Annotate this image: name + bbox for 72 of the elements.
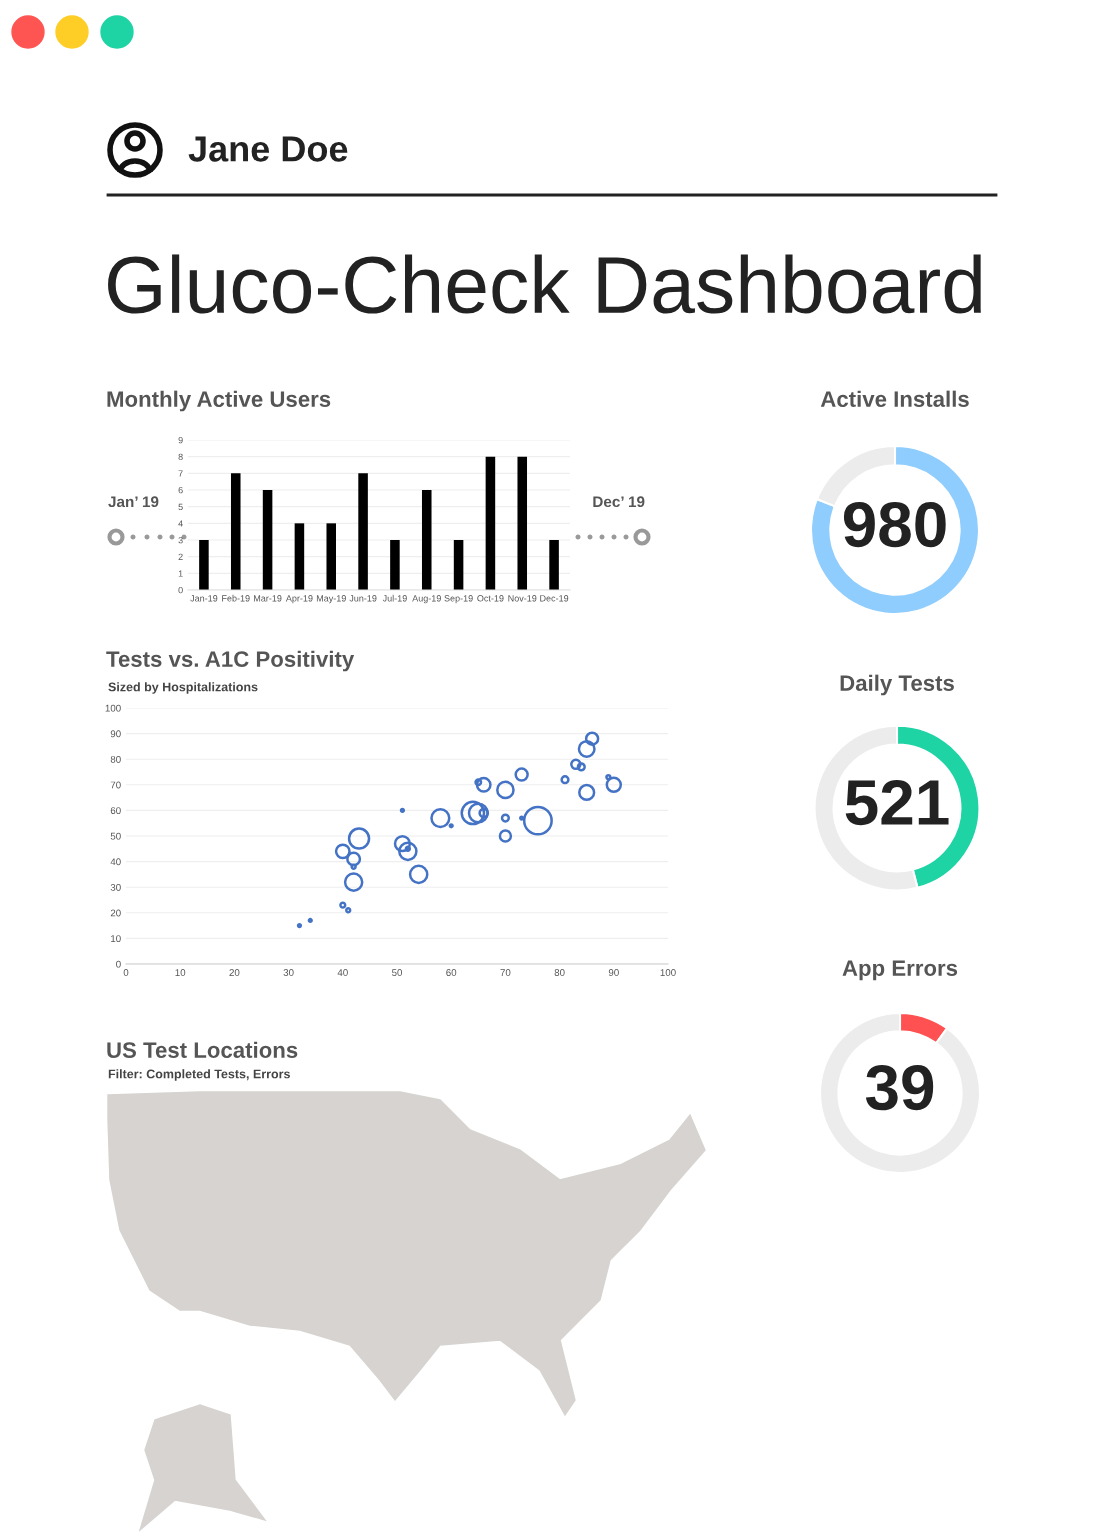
chart-title: Daily Tests [840,674,954,696]
y-tick-label: 0 [178,586,183,594]
x-tick-label: 20 [229,969,240,976]
x-tick-label: 30 [283,969,294,976]
y-tick-label: 70 [110,781,121,789]
donut-slice [809,444,981,616]
y-tick-label: 10 [111,935,121,943]
x-tick-label: Jan-19 [190,595,218,602]
chart-title: Tests vs. A1C Positivity [106,650,355,672]
y-tick-label: 20 [110,909,121,917]
y-tick-label: 100 [105,704,121,712]
y-tick-label: 6 [178,486,183,494]
y-tick-label: 1 [178,570,183,577]
text: Jane Doe [188,136,348,162]
x-tick-label: 50 [391,969,403,976]
x-tick-label: Nov-19 [508,595,537,602]
y-tick-label: 40 [110,858,121,866]
y-tick-label: 4 [178,520,183,527]
bar [358,473,368,590]
bar [390,540,400,590]
y-tick-label: 30 [110,883,121,891]
x-tick-label: Apr-19 [285,595,313,604]
x-tick-label: Oct-19 [477,595,504,602]
y-tick-label: 3 [178,536,183,544]
bar [517,456,528,590]
bar [453,540,464,590]
x-tick-label: 70 [500,969,511,976]
text: 521 [845,779,949,826]
bar [549,540,559,590]
bar [326,523,337,590]
y-tick-label: 90 [110,730,121,738]
y-tick-label: 7 [178,470,183,477]
x-tick-label: Dec-19 [540,595,569,602]
y-tick-label: 2 [178,553,183,560]
text: Dec’ 19 [593,496,645,508]
y-tick-label: 80 [110,755,121,763]
y-tick-label: 60 [110,807,121,815]
bar [199,540,209,590]
text: US Test Locations [107,1041,298,1058]
x-tick-label: 40 [337,969,348,976]
x-tick-label: Aug-19 [412,595,441,604]
y-tick-label: 5 [178,503,183,511]
bar [262,490,273,590]
x-tick-label: 90 [608,969,619,976]
donut-slice [818,1011,982,1175]
x-tick-label: 100 [660,969,676,976]
chart-subtitle: Sized by Hospitalizations [108,682,258,694]
y-tick-label: 50 [110,832,121,840]
text: 980 [843,501,946,548]
x-tick-label: Sep-19 [444,595,473,604]
y-tick-label: 0 [116,960,121,968]
x-tick-label: Jul-19 [382,594,407,602]
chart-title: App Errors [842,960,958,981]
y-tick-label: 8 [178,453,183,461]
x-tick-label: May-19 [316,595,346,604]
chart-title: Active Installs [820,390,969,407]
bar [230,473,241,590]
y-tick-label: 9 [178,436,183,444]
bar [294,523,305,590]
text: Jan’ 19 [108,496,159,508]
text: 39 [865,1064,934,1111]
chart-title: Monthly Active Users [107,390,331,412]
x-tick-label: Mar-19 [254,595,282,602]
x-tick-label: Feb-19 [222,594,250,602]
x-tick-label: 0 [123,969,129,976]
bar [485,456,496,590]
x-tick-label: Jun-19 [349,595,377,602]
text: Gluco-Check Dashboard [108,254,981,314]
x-tick-label: 60 [446,969,457,976]
bar [421,490,432,590]
text: Filter: Completed Tests, Errors [108,1069,290,1081]
x-tick-label: 80 [554,969,565,976]
